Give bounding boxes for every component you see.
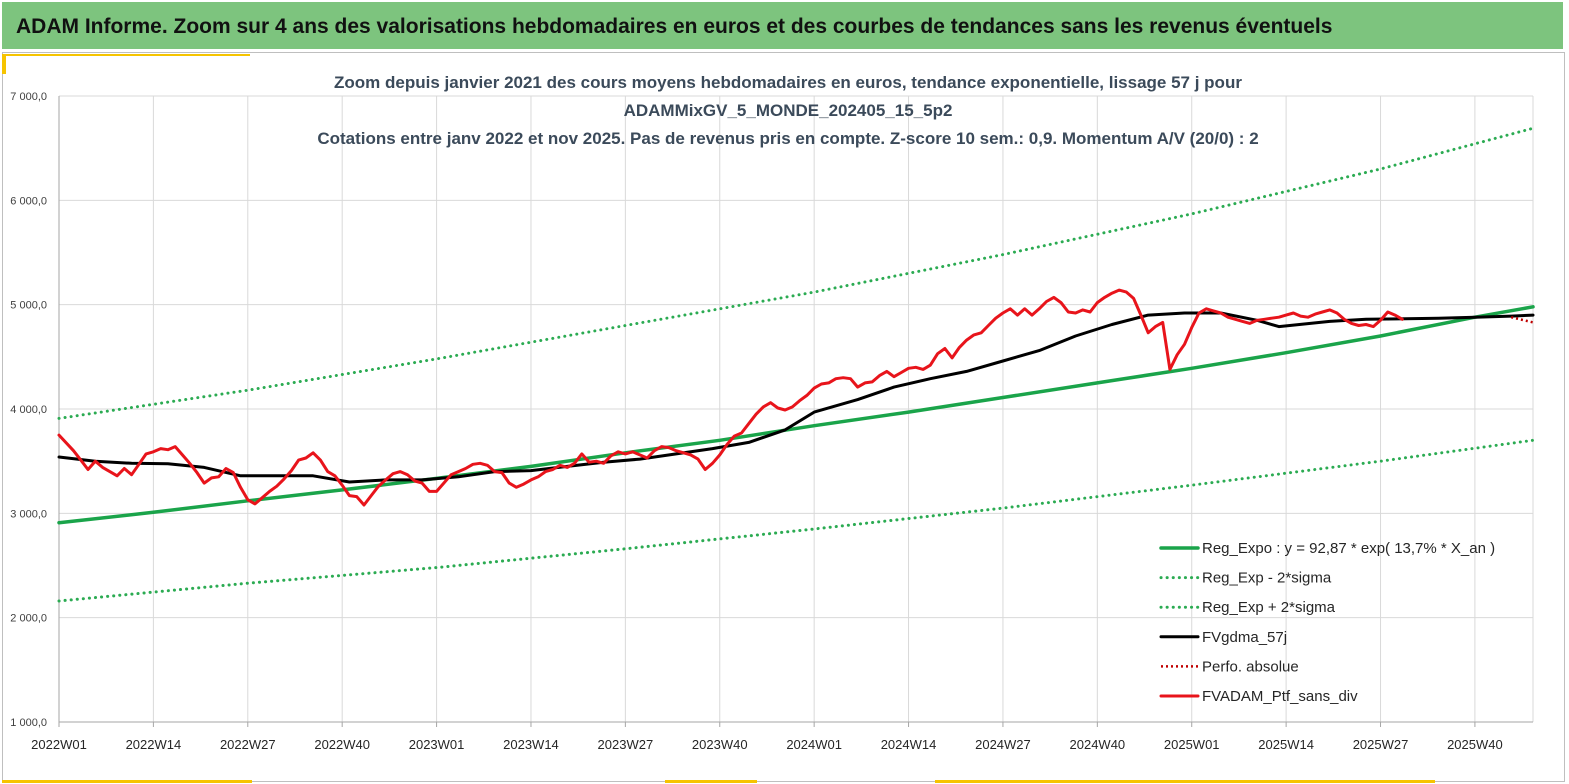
accent-bar-bottom-mid <box>665 780 757 783</box>
x-tick-label: 2024W01 <box>786 737 842 752</box>
chart-title-line-3: Cotations entre janv 2022 et nov 2025. P… <box>317 129 1258 148</box>
y-tick-label: 2 000,0 <box>10 613 47 625</box>
x-tick-label: 2023W14 <box>503 737 559 752</box>
series-line-band-2 <box>57 126 1535 420</box>
accent-bar-bottom-left <box>2 780 252 783</box>
accent-bar-bottom-right <box>935 780 1435 783</box>
series-line-trend-0 <box>57 305 1535 525</box>
series-line-price-5 <box>57 288 1404 507</box>
y-tick-label: 7 000,0 <box>10 91 47 103</box>
series-line-perf-4 <box>1510 315 1534 324</box>
legend-label: Reg_Expo : y = 92,87 * exp( 13,7% * X_an… <box>1202 540 1495 557</box>
x-tick-label: 2023W40 <box>692 737 748 752</box>
header-banner: ADAM Informe. Zoom sur 4 ans des valoris… <box>0 0 1565 51</box>
x-tick-label: 2025W14 <box>1258 737 1314 752</box>
y-tick-label: 5 000,0 <box>10 300 47 312</box>
series-layer <box>57 126 1535 603</box>
accent-bar-left <box>2 54 6 74</box>
chart-title-line-1: Zoom depuis janvier 2021 des cours moyen… <box>334 73 1242 92</box>
legend-label: Reg_Exp + 2*sigma <box>1202 599 1336 616</box>
y-tick-label: 1 000,0 <box>10 717 47 729</box>
chart-title: Zoom depuis janvier 2021 des cours moyen… <box>317 73 1258 148</box>
x-tick-label: 2024W27 <box>975 737 1031 752</box>
legend: Reg_Expo : y = 92,87 * exp( 13,7% * X_an… <box>1159 540 1495 705</box>
x-tick-label: 2022W14 <box>126 737 182 752</box>
legend-label: Reg_Exp - 2*sigma <box>1202 570 1332 587</box>
legend-label: FVADAM_Ptf_sans_div <box>1202 688 1358 705</box>
series-line-mma-3 <box>57 311 1535 484</box>
x-tick-label: 2022W27 <box>220 737 276 752</box>
y-tick-label: 6 000,0 <box>10 195 47 207</box>
x-tick-label: 2022W01 <box>31 737 87 752</box>
x-tick-label: 2024W14 <box>881 737 937 752</box>
chart-title-line-2: ADAMMixGV_5_MONDE_202405_15_5p2 <box>624 101 953 120</box>
chart-frame <box>2 52 1565 782</box>
y-tick-label: 3 000,0 <box>10 508 47 520</box>
x-tick-label: 2025W01 <box>1164 737 1220 752</box>
grid-layer <box>58 95 1534 723</box>
x-tick-label: 2023W27 <box>598 737 654 752</box>
x-tick-label: 2025W27 <box>1353 737 1409 752</box>
y-tick-label: 4 000,0 <box>10 404 47 416</box>
x-tick-label: 2025W40 <box>1447 737 1503 752</box>
x-tick-label: 2023W01 <box>409 737 465 752</box>
x-tick-label: 2024W40 <box>1070 737 1126 752</box>
x-tick-label: 2022W40 <box>314 737 370 752</box>
page-title: ADAM Informe. Zoom sur 4 ans des valoris… <box>16 15 1333 38</box>
legend-label: FVgdma_57j <box>1202 629 1287 646</box>
accent-bar-top-left <box>2 54 250 56</box>
legend-label: Perfo. absolue <box>1202 658 1299 675</box>
axis-layer: 1 000,0 2 000,0 3 000,0 4 000,0 5 000,0 6 000… <box>10 91 1533 752</box>
